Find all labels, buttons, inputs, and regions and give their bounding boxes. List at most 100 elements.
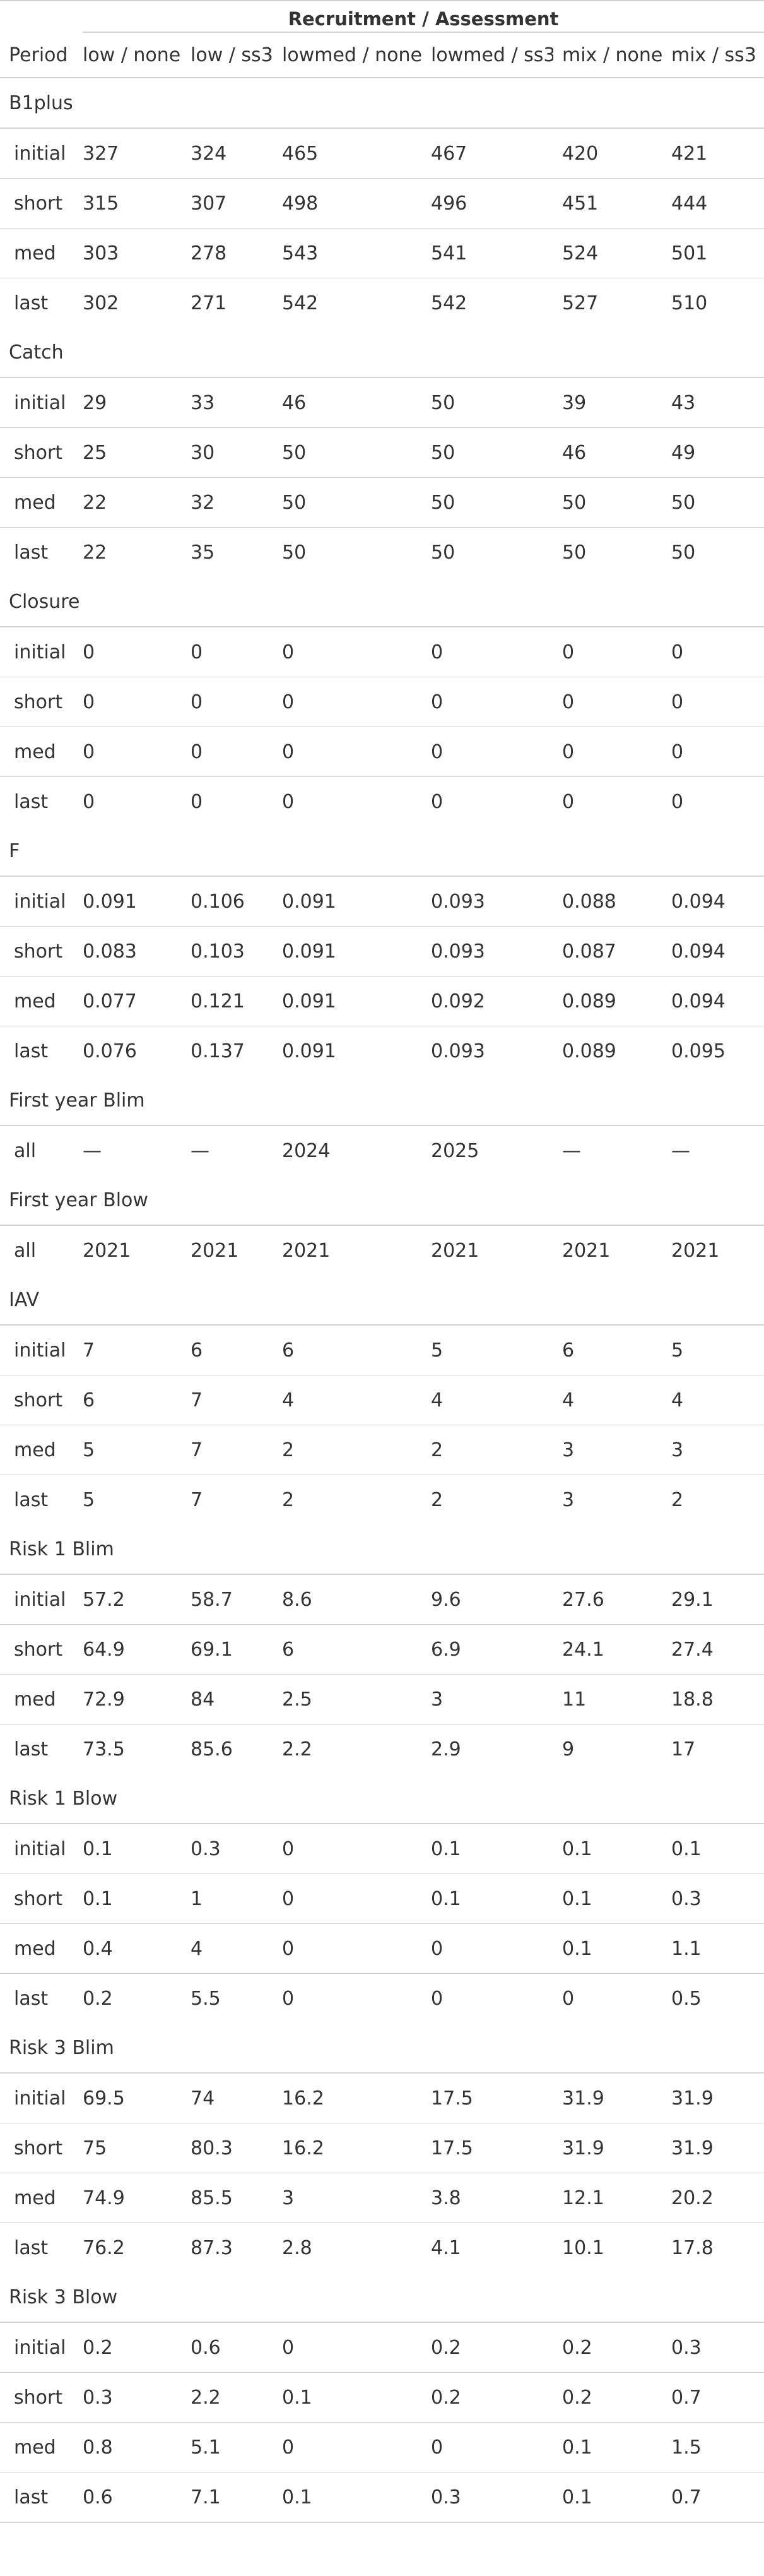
column-spanner-label: Recruitment / Assessment (288, 8, 559, 30)
value-cell: 29.1 (671, 1588, 714, 1611)
value-cell: 9.6 (431, 1588, 461, 1611)
group-label: B1plus (0, 78, 764, 129)
value-cell: 17 (662, 1724, 764, 1774)
period-cell: initial (14, 1339, 66, 1362)
value-cell: 7.1 (182, 2472, 273, 2523)
group-row: Catch (0, 328, 764, 378)
period-cell: last (0, 1973, 74, 2023)
group-row: Risk 3 Blow (0, 2272, 764, 2323)
period-cell: last (0, 527, 74, 577)
value-cell: 0.3 (74, 2372, 182, 2423)
period-cell: all (14, 1239, 37, 1262)
table-row: short 64.9 69.1 6 6.9 24.1 27.4 (0, 1624, 764, 1675)
value-cell: 510 (662, 278, 764, 328)
value-cell: 31.9 (562, 2087, 604, 2110)
value-cell: 2 (662, 1475, 764, 1524)
value-cell: 315 (74, 178, 182, 229)
value-cell: 0.094 (662, 976, 764, 1026)
value-cell: 2021 (83, 1239, 131, 1262)
value-cell: 2 (422, 1425, 553, 1475)
period-cell: last (0, 1026, 74, 1076)
value-cell: 74 (191, 2087, 215, 2110)
value-cell: 11 (553, 1674, 662, 1724)
column-header: lowmed / none (273, 33, 422, 78)
value-cell: 2 (273, 1425, 422, 1475)
value-cell: 2.2 (182, 2372, 273, 2423)
value-cell: 0 (74, 677, 182, 727)
value-cell: 0.3 (662, 1873, 764, 1924)
value-cell: 4 (273, 1375, 422, 1425)
value-cell: 6 (191, 1339, 203, 1362)
value-cell: 467 (431, 142, 467, 165)
value-cell: 0.1 (553, 1873, 662, 1924)
group-label: Risk 1 Blow (0, 1774, 764, 1824)
value-cell: 27.4 (662, 1624, 764, 1675)
column-header: lowmed / ss3 (422, 33, 553, 78)
value-cell: 76.2 (74, 2223, 182, 2272)
period-cell: last (0, 776, 74, 826)
value-cell: 32 (182, 477, 273, 528)
value-cell: — (83, 1139, 102, 1162)
value-cell: 0 (422, 776, 553, 826)
period-cell: med (0, 228, 74, 278)
value-cell: 542 (422, 278, 553, 328)
value-cell: 20.2 (662, 2173, 764, 2223)
value-cell: 0.1 (431, 1837, 461, 1860)
value-cell: 1.5 (662, 2422, 764, 2472)
period-cell: short (0, 926, 74, 976)
value-cell: 0.1 (273, 2472, 422, 2523)
value-cell: 3.8 (422, 2173, 553, 2223)
value-cell: 7 (83, 1339, 95, 1362)
column-header-period: Period (0, 33, 74, 78)
value-cell: 1 (182, 1873, 273, 1924)
value-cell: 0.2 (553, 2372, 662, 2423)
value-cell: — (562, 1139, 581, 1162)
value-cell: 16.2 (273, 2123, 422, 2173)
value-cell: 2021 (282, 1239, 331, 1262)
value-cell: 10.1 (553, 2223, 662, 2272)
value-cell: 0.8 (74, 2422, 182, 2472)
table-row: initial 57.2 58.7 8.6 9.6 27.6 29.1 (0, 1574, 764, 1625)
value-cell: 50 (662, 527, 764, 577)
value-cell: 50 (422, 477, 553, 528)
value-cell: 0.093 (422, 1026, 553, 1076)
table-row: short 6 7 4 4 4 4 (0, 1375, 764, 1425)
value-cell: 0 (562, 641, 575, 663)
table-row: last 0.6 7.1 0.1 0.3 0.1 0.7 (0, 2472, 764, 2523)
value-cell: 0.137 (182, 1026, 273, 1076)
group-row: Risk 1 Blow (0, 1774, 764, 1824)
value-cell: 0 (662, 776, 764, 826)
period-cell: med (0, 1425, 74, 1475)
value-cell: 31.9 (662, 2123, 764, 2173)
period-cell: initial (14, 641, 66, 663)
value-cell: 2021 (671, 1239, 720, 1262)
table-row: initial 69.5 74 16.2 17.5 31.9 31.9 (0, 2073, 764, 2123)
table-row: initial 327 324 465 467 420 421 (0, 128, 764, 179)
period-cell: initial (14, 2087, 66, 2110)
value-cell: 0.1 (553, 1923, 662, 1974)
value-cell: 17.5 (431, 2087, 473, 2110)
value-cell: — (191, 1139, 209, 1162)
group-label: Closure (0, 577, 764, 627)
value-cell: 43 (671, 391, 696, 414)
group-label: Catch (0, 328, 764, 378)
value-cell: 0.094 (671, 890, 726, 913)
value-cell: 9 (553, 1724, 662, 1774)
period-cell: initial (14, 2336, 66, 2359)
group-row: Closure (0, 577, 764, 627)
group-label: Risk 3 Blim (0, 2023, 764, 2074)
value-cell: 0 (553, 1973, 662, 2023)
results-table: Recruitment / Assessment Period low / non… (0, 0, 764, 2523)
value-cell: 33 (191, 391, 215, 414)
value-cell: 2021 (562, 1239, 611, 1262)
period-cell: short (0, 1624, 74, 1675)
value-cell: 2 (422, 1475, 553, 1524)
value-cell: 0.1 (671, 1837, 702, 1860)
table-row: med 0.4 4 0 0 0.1 1.1 (0, 1923, 764, 1974)
table-row: all — — 2024 2025 — — (0, 1125, 764, 1175)
value-cell: 18.8 (662, 1674, 764, 1724)
value-cell: 303 (74, 228, 182, 278)
value-cell: 0 (273, 677, 422, 727)
value-cell: 0 (553, 776, 662, 826)
value-cell: 496 (422, 178, 553, 229)
